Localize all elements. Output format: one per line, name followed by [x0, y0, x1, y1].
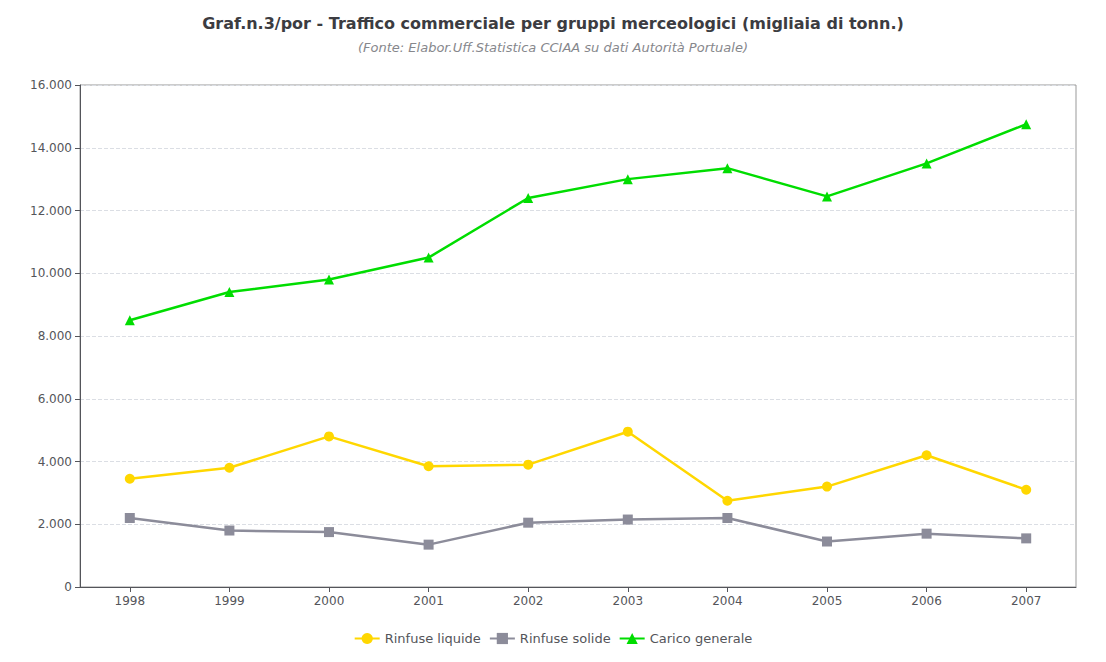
svg-text:8.000: 8.000 [38, 329, 72, 343]
svg-text:2002: 2002 [513, 594, 544, 608]
svg-text:Rinfuse solide: Rinfuse solide [520, 631, 611, 646]
svg-text:2004: 2004 [712, 594, 743, 608]
svg-text:14.000: 14.000 [30, 141, 72, 155]
svg-text:1999: 1999 [214, 594, 245, 608]
svg-text:2003: 2003 [613, 594, 644, 608]
svg-text:1998: 1998 [115, 594, 146, 608]
svg-text:Carico generale: Carico generale [650, 631, 753, 646]
svg-text:2007: 2007 [1011, 594, 1042, 608]
svg-text:2000: 2000 [314, 594, 345, 608]
svg-text:Rinfuse liquide: Rinfuse liquide [385, 631, 481, 646]
svg-text:6.000: 6.000 [38, 392, 72, 406]
svg-text:2006: 2006 [911, 594, 942, 608]
svg-text:10.000: 10.000 [30, 266, 72, 280]
svg-text:2005: 2005 [812, 594, 843, 608]
svg-text:12.000: 12.000 [30, 204, 72, 218]
svg-text:2001: 2001 [413, 594, 444, 608]
svg-text:4.000: 4.000 [38, 455, 72, 469]
svg-text:16.000: 16.000 [30, 78, 72, 92]
svg-text:(Fonte: Elabor.Uff.Statistica: (Fonte: Elabor.Uff.Statistica CCIAA su d… [358, 40, 748, 55]
svg-text:Graf.n.3/por - Traffico commer: Graf.n.3/por - Traffico commerciale per … [202, 14, 904, 33]
svg-text:0: 0 [64, 580, 72, 594]
svg-text:2.000: 2.000 [38, 517, 72, 531]
